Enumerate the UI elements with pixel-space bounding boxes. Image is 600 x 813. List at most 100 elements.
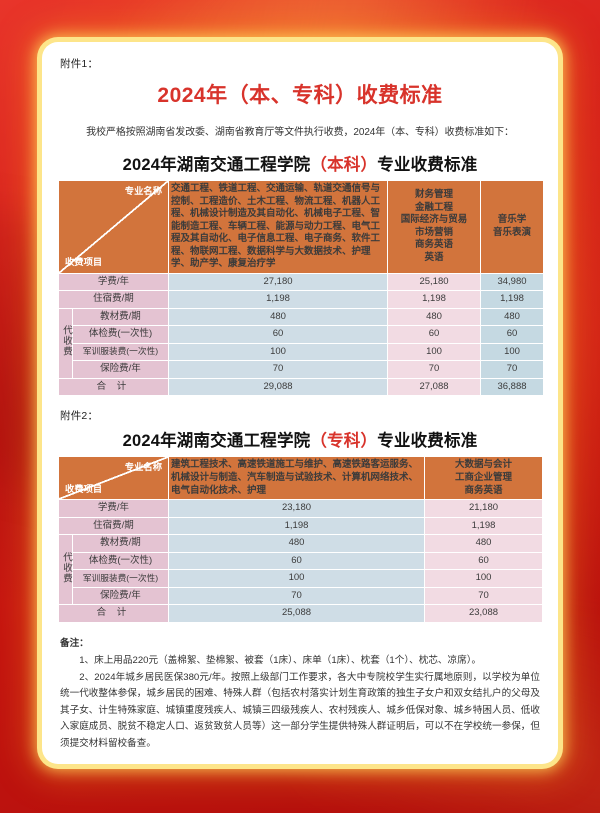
header-program-column-1: 建筑工程技术、高速铁道施工与维护、高速铁路客运服务、机械设计与制造、汽车制造与试… [169,457,424,500]
fee-value: 480 [169,535,424,552]
row-label: 保险费/年 [73,587,168,605]
fee-value: 70 [481,361,543,378]
vocational-title-suffix: 专业收费标准 [377,432,478,451]
fee-value: 70 [169,361,387,378]
fee-value: 23,088 [425,605,542,622]
table-row: 合 计 25,088 23,088 [59,605,542,622]
fee-value: 27,180 [169,273,387,291]
fee-value: 25,180 [388,273,480,291]
fee-value: 100 [425,570,542,587]
fee-value: 100 [169,570,424,587]
notes-section: 备注： 1、床上用品220元（盖棉絮、垫棉絮、被套（1床）、床单（1床）、枕套（1… [60,636,540,753]
table-row: 代收费 教材费/期 480 480 [59,535,542,605]
table-header-row: 专业名称 收费项目 交通工程、铁道工程、交通运输、轨道交通信号与控制、工程造价、土木… [59,181,543,273]
undergraduate-fee-table: 专业名称 收费项目 交通工程、铁道工程、交通运输、轨道交通信号与控制、工程造价、土木… [58,180,544,397]
fee-value: 21,180 [425,500,542,517]
table-row: 保险费/年 70 70 70 [59,361,543,378]
row-label: 体检费(一次性) [73,326,168,343]
fee-value: 480 [169,308,387,326]
fee-value: 60 [169,552,424,570]
undergraduate-title-accent: （本科） [310,156,378,174]
table-row: 学费/年 27,180 25,180 34,980 [59,273,543,291]
vocational-table-title: 2024年湖南交通工程学院（专科）专业收费标准 [58,427,542,451]
row-label: 保险费/年 [73,361,168,378]
note-item-2: 2、2024年城乡居民医保380元/年。按照上级部门工作要求，各大中专院校学生实… [60,671,540,749]
fee-value: 23,180 [169,500,424,517]
fee-value: 60 [425,552,542,570]
row-label: 教材费/期 [73,308,168,326]
fee-value: 70 [425,587,542,605]
content-card: 附件1： 2024年（本、专科）收费标准 我校严格按照湖南省发改委、湖南省教育厅… [42,42,558,764]
fee-value: 60 [481,326,543,343]
header-corner-cell: 专业名称收费项目 [59,181,168,273]
fee-value: 25,088 [169,605,424,622]
fee-value: 1,198 [481,291,543,308]
fee-value: 1,198 [425,517,542,535]
row-label: 住宿费/期 [59,517,168,535]
header-program-column-2: 财务管理 金融工程 国际经济与贸易 市场营销 商务英语 英语 [388,181,480,273]
fee-value: 27,088 [388,378,480,396]
undergraduate-title-suffix: 专业收费标准 [377,156,478,174]
intro-paragraph: 我校严格按照湖南省发改委、湖南省教育厅等文件执行收费，2024年（本、专科）收费… [86,127,514,138]
fee-value: 60 [388,326,480,343]
fee-value: 100 [481,343,543,361]
fee-value: 480 [481,308,543,326]
fee-value: 36,888 [481,378,543,396]
fee-value: 70 [388,361,480,378]
table-row: 合 计 29,088 27,088 36,888 [59,378,543,396]
table-row: 住宿费/期 1,198 1,198 1,198 [59,291,543,308]
row-label: 体检费(一次性) [73,552,168,570]
table-row: 军训服装费(一次性) 100 100 [59,570,542,587]
table-row: 住宿费/期 1,198 1,198 [59,517,542,535]
vocational-fee-table: 专业名称 收费项目 建筑工程技术、高速铁道施工与维护、高速铁路客运服务、机械设计与制… [58,456,543,623]
fee-value: 480 [388,308,480,326]
fee-value: 100 [169,343,387,361]
fee-value: 1,198 [169,291,387,308]
table-row: 代收费 教材费/期 480 480 480 [59,308,543,378]
attachment-1-label: 附件1： [60,58,99,70]
undergraduate-title-prefix: 2024年湖南交通工程学院 [122,156,311,174]
diagonal-divider [59,181,168,273]
header-program-column-3: 音乐学 音乐表演 [481,181,543,273]
row-label: 军训服装费(一次性) [73,570,168,587]
header-corner-cell: 专业名称收费项目 [59,457,168,500]
collected-fees-group-label: 代收费 [59,308,72,378]
table-row: 保险费/年 70 70 [59,587,542,605]
fee-value: 1,198 [388,291,480,308]
row-label: 学费/年 [59,273,168,291]
vocational-title-accent: （专科） [310,432,378,451]
corner-bottom-label: 收费项目 [65,483,103,494]
table-row: 体检费(一次性) 60 60 [59,552,542,570]
header-program-column-2: 大数据与会计 工商企业管理 商务英语 [425,457,542,500]
row-label: 合 计 [59,378,168,396]
table-row: 学费/年 23,180 21,180 [59,500,542,517]
fee-value: 70 [169,587,424,605]
corner-top-label: 专业名称 [124,462,162,473]
corner-top-label: 专业名称 [124,186,162,196]
row-label: 住宿费/期 [59,291,168,308]
diagonal-divider [59,457,168,500]
row-label: 军训服装费(一次性) [73,343,168,361]
notes-heading: 备注： [60,637,89,649]
row-label: 学费/年 [59,500,168,517]
fee-value: 100 [388,343,480,361]
attachment-2-label: 附件2： [60,410,99,423]
fee-value: 34,980 [481,273,543,291]
table-header-row: 专业名称 收费项目 建筑工程技术、高速铁道施工与维护、高速铁路客运服务、机械设计与制… [59,457,542,500]
undergraduate-table-title: 2024年湖南交通工程学院（本科）专业收费标准 [58,151,542,175]
row-label: 教材费/期 [73,535,168,552]
fee-value: 60 [169,326,387,343]
note-item-1: 1、床上用品220元（盖棉絮、垫棉絮、被套（1床）、床单（1床）、枕套（1个）、… [79,655,482,667]
fee-value: 1,198 [169,517,424,535]
page-title: 2024年（本、专科）收费标准 [157,84,443,107]
corner-bottom-label: 收费项目 [65,257,103,268]
fee-value: 29,088 [169,378,387,396]
collected-fees-group-label: 代收费 [59,535,72,605]
header-program-column-1: 交通工程、铁道工程、交通运输、轨道交通信号与控制、工程造价、土木工程、物流工程、… [169,181,387,273]
table-row: 体检费(一次性) 60 60 60 [59,326,543,343]
fee-value: 480 [425,535,542,552]
row-label: 合 计 [59,605,168,622]
vocational-title-prefix: 2024年湖南交通工程学院 [122,432,311,451]
table-row: 军训服装费(一次性) 100 100 100 [59,343,543,361]
